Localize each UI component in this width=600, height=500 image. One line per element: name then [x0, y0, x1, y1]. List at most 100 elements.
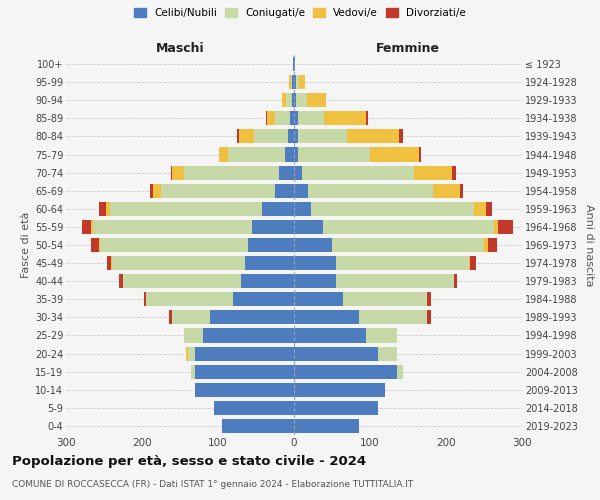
- Bar: [311, 202, 474, 216]
- Bar: [98, 238, 100, 252]
- Bar: [294, 238, 332, 252]
- Legend: Celibi/Nubili, Coniugati/e, Vedovi/e, Divorziati/e: Celibi/Nubili, Coniugati/e, Vedovi/e, Di…: [131, 5, 469, 21]
- Bar: [370, 148, 419, 162]
- Bar: [296, 93, 307, 108]
- Bar: [146, 292, 233, 306]
- Bar: [110, 202, 262, 216]
- Bar: [427, 310, 431, 324]
- Bar: [154, 184, 161, 198]
- Bar: [484, 238, 488, 252]
- Bar: [233, 292, 294, 306]
- Bar: [169, 310, 172, 324]
- Bar: [294, 419, 359, 433]
- Bar: [325, 112, 366, 126]
- Bar: [366, 112, 368, 126]
- Text: Maschi: Maschi: [155, 42, 205, 55]
- Bar: [399, 130, 403, 143]
- Bar: [494, 220, 497, 234]
- Bar: [119, 274, 123, 288]
- Bar: [252, 220, 294, 234]
- Bar: [343, 292, 427, 306]
- Bar: [294, 184, 308, 198]
- Y-axis label: Anni di nascita: Anni di nascita: [584, 204, 595, 286]
- Bar: [294, 130, 298, 143]
- Bar: [294, 382, 385, 397]
- Bar: [262, 202, 294, 216]
- Bar: [307, 93, 326, 108]
- Bar: [222, 419, 294, 433]
- Bar: [248, 238, 294, 252]
- Bar: [268, 112, 275, 126]
- Bar: [288, 130, 294, 143]
- Bar: [298, 148, 370, 162]
- Bar: [298, 112, 325, 126]
- Bar: [460, 184, 463, 198]
- Bar: [308, 184, 433, 198]
- Bar: [470, 256, 476, 270]
- Bar: [98, 202, 106, 216]
- Bar: [294, 148, 298, 162]
- Bar: [469, 256, 470, 270]
- Bar: [452, 166, 456, 179]
- Bar: [266, 112, 268, 126]
- Bar: [497, 220, 513, 234]
- Y-axis label: Fasce di età: Fasce di età: [20, 212, 31, 278]
- Bar: [294, 93, 296, 108]
- Text: Popolazione per età, sesso e stato civile - 2024: Popolazione per età, sesso e stato civil…: [12, 455, 366, 468]
- Bar: [82, 220, 91, 234]
- Bar: [184, 166, 279, 179]
- Bar: [296, 75, 299, 89]
- Bar: [302, 166, 414, 179]
- Bar: [111, 256, 112, 270]
- Bar: [123, 274, 241, 288]
- Bar: [290, 112, 294, 126]
- Bar: [186, 346, 188, 360]
- Text: COMUNE DI ROCCASECCA (FR) - Dati ISTAT 1° gennaio 2024 - Elaborazione TUTTITALIA: COMUNE DI ROCCASECCA (FR) - Dati ISTAT 1…: [12, 480, 413, 489]
- Bar: [336, 274, 454, 288]
- Bar: [275, 112, 290, 126]
- Bar: [294, 202, 311, 216]
- Bar: [366, 328, 397, 342]
- Bar: [294, 364, 397, 378]
- Bar: [427, 292, 431, 306]
- Bar: [211, 310, 294, 324]
- Bar: [100, 238, 248, 252]
- Bar: [298, 130, 347, 143]
- Bar: [171, 166, 172, 179]
- Bar: [294, 112, 298, 126]
- Bar: [294, 328, 366, 342]
- Bar: [397, 364, 403, 378]
- Bar: [294, 256, 336, 270]
- Bar: [112, 256, 245, 270]
- Bar: [172, 310, 211, 324]
- Bar: [184, 328, 203, 342]
- Bar: [294, 292, 343, 306]
- Bar: [294, 57, 295, 71]
- Bar: [285, 148, 294, 162]
- Bar: [485, 202, 491, 216]
- Bar: [195, 364, 294, 378]
- Text: Femmine: Femmine: [376, 42, 440, 55]
- Bar: [294, 75, 296, 89]
- Bar: [299, 75, 305, 89]
- Bar: [195, 346, 294, 360]
- Bar: [107, 256, 111, 270]
- Bar: [377, 346, 397, 360]
- Bar: [294, 401, 377, 415]
- Bar: [282, 93, 286, 108]
- Bar: [294, 274, 336, 288]
- Bar: [336, 256, 469, 270]
- Bar: [286, 93, 292, 108]
- Bar: [332, 238, 484, 252]
- Bar: [294, 346, 377, 360]
- Bar: [228, 148, 285, 162]
- Bar: [275, 184, 294, 198]
- Bar: [188, 346, 195, 360]
- Bar: [149, 184, 154, 198]
- Bar: [91, 220, 92, 234]
- Bar: [293, 57, 294, 71]
- Bar: [323, 220, 494, 234]
- Bar: [419, 148, 421, 162]
- Bar: [294, 310, 359, 324]
- Bar: [488, 238, 497, 252]
